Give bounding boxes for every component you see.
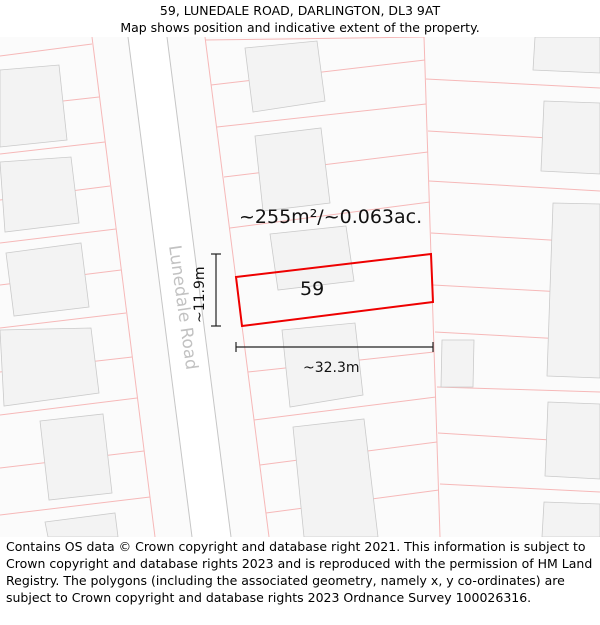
property-map[interactable]: Lunedale Road ~255m²/~0.063ac. 59 ~11.9m… xyxy=(0,37,600,537)
buildings-center xyxy=(244,40,379,537)
buildings-right xyxy=(440,37,600,537)
copyright-attribution: Contains OS data © Crown copyright and d… xyxy=(6,539,593,605)
height-dimension-label: ~11.9m xyxy=(192,266,208,323)
area-label: ~255m²/~0.063ac. xyxy=(239,206,422,228)
buildings-left xyxy=(0,64,119,537)
plot-number-label: 59 xyxy=(300,278,324,300)
map-header: 59, LUNEDALE ROAD, DARLINGTON, DL3 9AT M… xyxy=(0,0,600,37)
map-subtitle: Map shows position and indicative extent… xyxy=(120,20,480,35)
road xyxy=(127,37,232,537)
property-address-title: 59, LUNEDALE ROAD, DARLINGTON, DL3 9AT xyxy=(159,3,441,18)
height-dimension-line xyxy=(211,253,221,327)
width-dimension-line xyxy=(235,342,434,352)
property-boundary-highlight[interactable] xyxy=(234,252,435,328)
width-dimension-label: ~32.3m xyxy=(303,360,360,376)
